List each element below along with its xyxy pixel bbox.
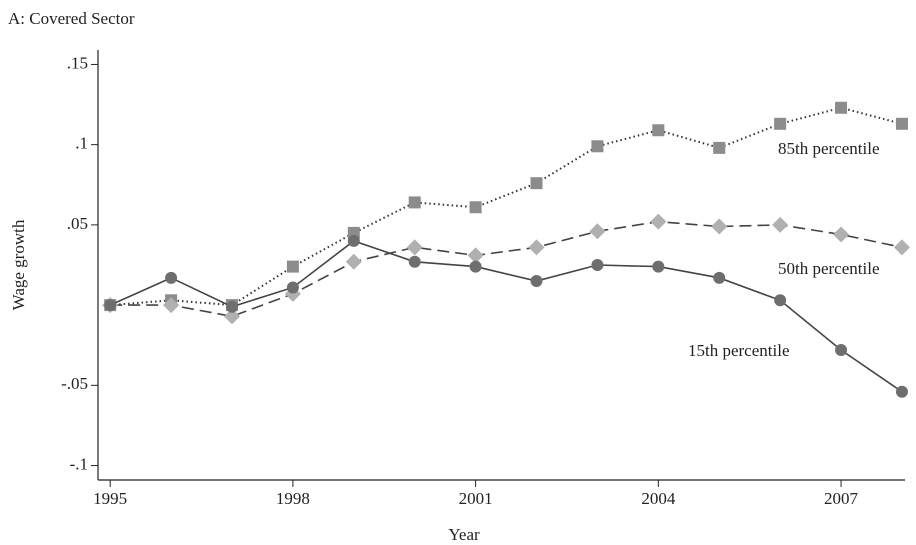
marker	[528, 239, 545, 256]
series-label: 85th percentile	[778, 139, 880, 158]
y-tick-label: .05	[67, 214, 88, 233]
x-axis-label: Year	[448, 525, 480, 544]
marker	[104, 299, 117, 312]
marker	[652, 260, 665, 273]
marker	[652, 124, 665, 137]
series-label: 15th percentile	[688, 341, 790, 360]
marker	[895, 117, 908, 130]
marker	[772, 216, 789, 233]
marker	[713, 271, 726, 284]
marker	[530, 275, 543, 288]
marker	[163, 297, 180, 314]
marker	[406, 239, 423, 256]
marker	[650, 213, 667, 230]
series-line	[110, 220, 903, 318]
marker	[530, 177, 543, 190]
x-tick-label: 1998	[276, 489, 310, 508]
y-tick-label: .15	[67, 53, 88, 72]
x-tick-label: 2004	[641, 489, 676, 508]
marker	[408, 196, 421, 209]
y-axis-label: Wage growth	[9, 219, 28, 310]
marker	[467, 247, 484, 264]
chart-title: A: Covered Sector	[8, 9, 135, 28]
marker	[345, 253, 362, 270]
marker	[835, 344, 848, 357]
marker	[589, 223, 606, 240]
marker	[347, 234, 360, 247]
y-tick-label: .1	[75, 134, 88, 153]
marker	[893, 239, 910, 256]
series-line	[109, 240, 903, 393]
series-label: 50th percentile	[778, 259, 880, 278]
marker	[225, 300, 238, 313]
x-tick-label: 2007	[824, 489, 859, 508]
marker	[286, 281, 299, 294]
marker	[408, 255, 421, 268]
marker	[469, 201, 482, 214]
marker	[833, 226, 850, 243]
marker	[835, 101, 848, 114]
marker	[774, 117, 787, 130]
x-tick-label: 2001	[459, 489, 493, 508]
marker	[774, 294, 787, 307]
marker	[711, 218, 728, 235]
marker	[469, 260, 482, 273]
marker	[286, 260, 299, 273]
marker	[223, 308, 240, 325]
marker	[591, 140, 604, 153]
marker	[895, 385, 908, 398]
marker	[591, 259, 604, 271]
marker	[165, 271, 178, 284]
y-tick-label: -.1	[70, 454, 88, 473]
x-tick-label: 1995	[93, 489, 127, 508]
y-tick-label: -.05	[61, 374, 88, 393]
marker	[713, 141, 726, 154]
